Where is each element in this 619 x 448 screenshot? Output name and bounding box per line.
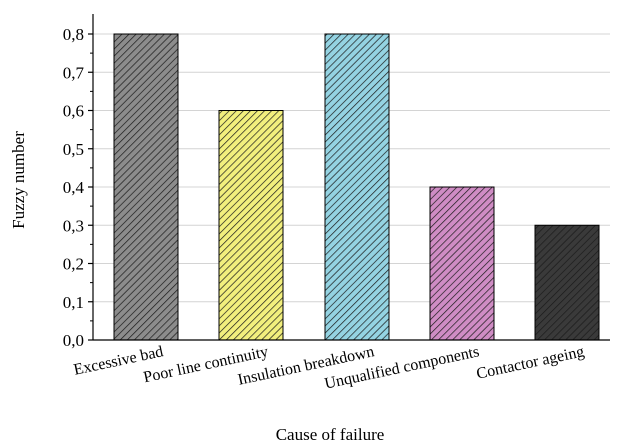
y-tick-label: 0,6 <box>63 102 84 121</box>
y-tick-label: 0,7 <box>63 63 85 82</box>
x-category-label: Contactor ageing <box>475 343 586 382</box>
y-tick-label: 0,0 <box>63 331 84 350</box>
bars <box>113 33 600 341</box>
bar-1 <box>218 110 284 341</box>
bar-2 <box>324 33 390 341</box>
y-axis-title: Fuzzy number <box>9 131 28 229</box>
y-tick-label: 0,1 <box>63 293 84 312</box>
y-ticks: 0,0 0,1 0,2 0,3 0,4 0,5 0,6 0,7 0,8 <box>63 25 93 350</box>
y-tick-label: 0,3 <box>63 216 84 235</box>
y-tick-label: 0,8 <box>63 25 84 44</box>
y-tick-label: 0,4 <box>63 178 85 197</box>
y-tick-label: 0,5 <box>63 140 84 159</box>
y-tick-label: 0,2 <box>63 255 84 274</box>
bar-0 <box>113 33 179 341</box>
x-axis-title: Cause of failure <box>276 425 385 444</box>
axes <box>92 14 610 341</box>
bar-4 <box>534 224 600 341</box>
bar-3 <box>429 186 495 341</box>
